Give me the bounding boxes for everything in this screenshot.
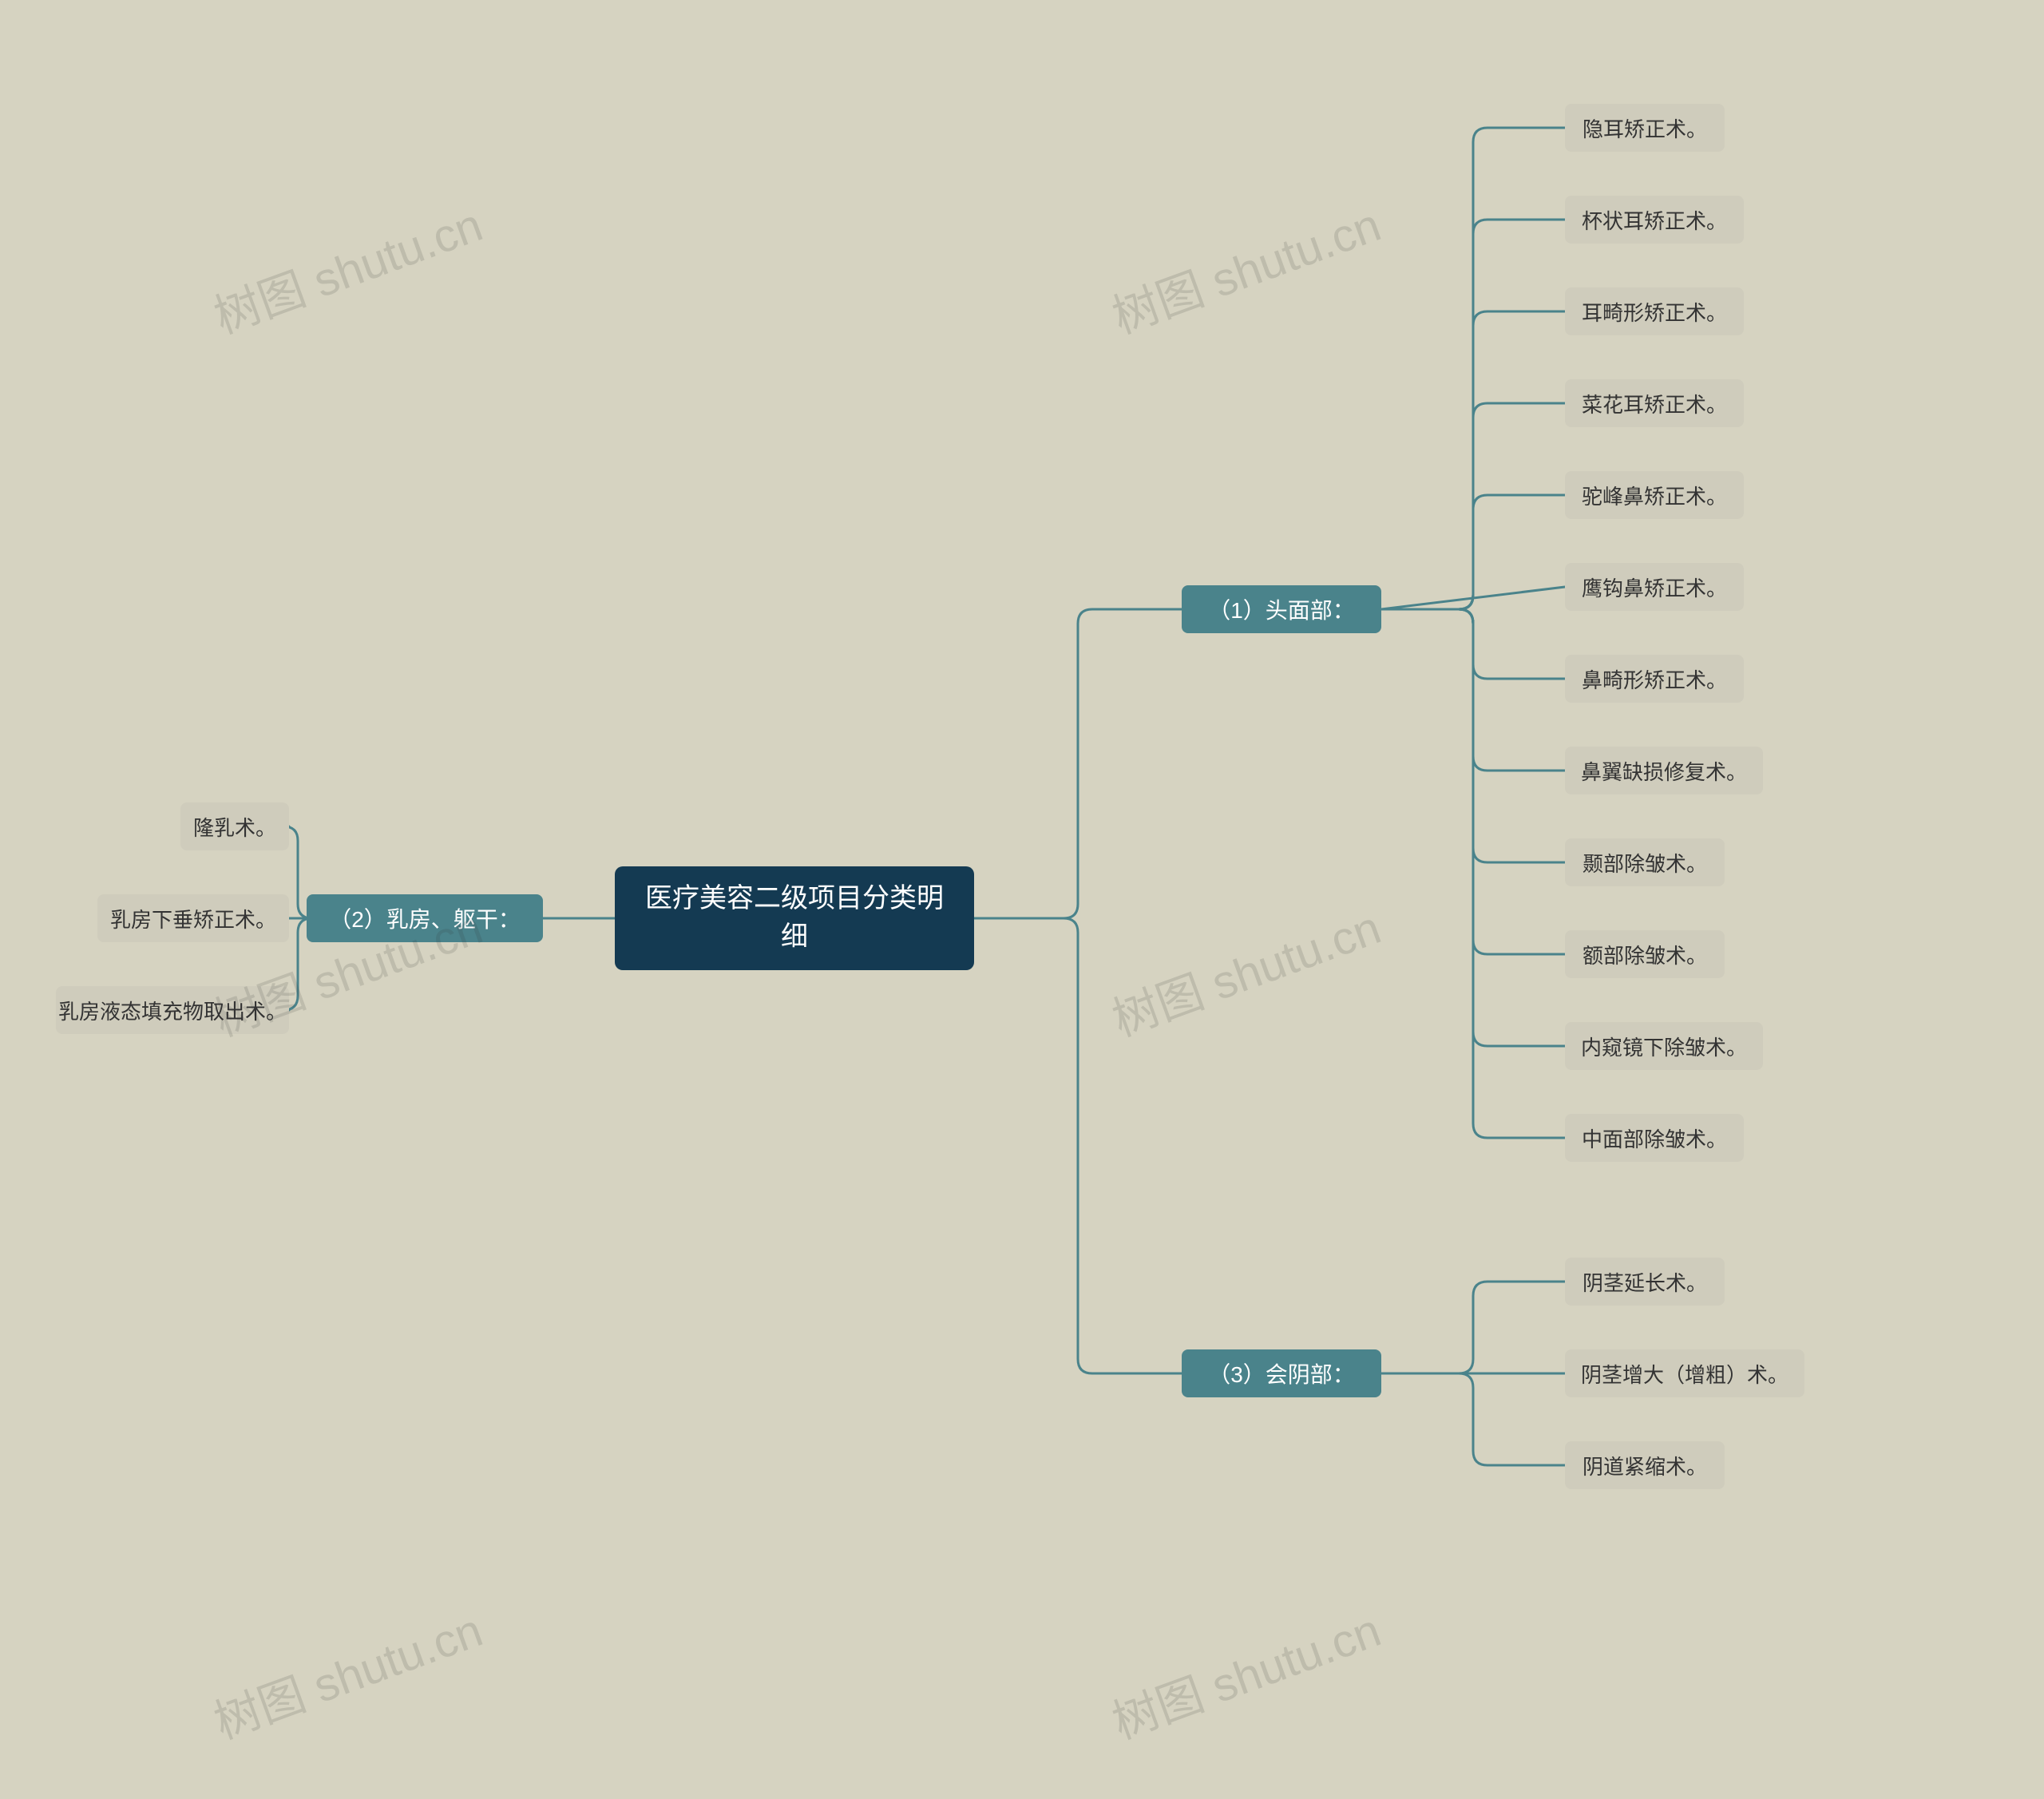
branch-trunk[interactable]: （2）乳房、躯干：: [307, 894, 543, 942]
leaf-node[interactable]: 菜花耳矫正术。: [1565, 379, 1744, 427]
leaf-node[interactable]: 鼻翼缺损修复术。: [1565, 747, 1763, 794]
leaf-node[interactable]: 乳房液态填充物取出术。: [56, 986, 289, 1034]
watermark: 树图 shutu.cn: [1102, 188, 1388, 347]
watermark: 树图 shutu.cn: [1102, 1593, 1388, 1752]
leaf-node[interactable]: 隆乳术。: [180, 802, 289, 850]
watermark: 树图 shutu.cn: [204, 1593, 490, 1752]
mindmap-canvas: 医疗美容二级项目分类明细 （2）乳房、躯干： （1）头面部： （3）会阴部： 隆…: [0, 0, 2044, 1799]
leaf-node[interactable]: 阴道紧缩术。: [1565, 1441, 1725, 1489]
root-node[interactable]: 医疗美容二级项目分类明细: [615, 866, 974, 970]
watermark: 树图 shutu.cn: [204, 188, 490, 347]
branch-perineum[interactable]: （3）会阴部：: [1182, 1349, 1381, 1397]
leaf-node[interactable]: 隐耳矫正术。: [1565, 104, 1725, 152]
leaf-node[interactable]: 鼻畸形矫正术。: [1565, 655, 1744, 703]
leaf-node[interactable]: 阴茎增大（增粗）术。: [1565, 1349, 1804, 1397]
leaf-node[interactable]: 乳房下垂矫正术。: [97, 894, 289, 942]
leaf-node[interactable]: 驼峰鼻矫正术。: [1565, 471, 1744, 519]
leaf-node[interactable]: 额部除皱术。: [1565, 930, 1725, 978]
leaf-node[interactable]: 阴茎延长术。: [1565, 1258, 1725, 1306]
leaf-node[interactable]: 杯状耳矫正术。: [1565, 196, 1744, 244]
leaf-node[interactable]: 耳畸形矫正术。: [1565, 287, 1744, 335]
watermark: 树图 shutu.cn: [1102, 890, 1388, 1049]
branch-head-face[interactable]: （1）头面部：: [1182, 585, 1381, 633]
leaf-node[interactable]: 颞部除皱术。: [1565, 838, 1725, 886]
leaf-node[interactable]: 内窥镜下除皱术。: [1565, 1022, 1763, 1070]
leaf-node[interactable]: 中面部除皱术。: [1565, 1114, 1744, 1162]
leaf-node[interactable]: 鹰钩鼻矫正术。: [1565, 563, 1744, 611]
